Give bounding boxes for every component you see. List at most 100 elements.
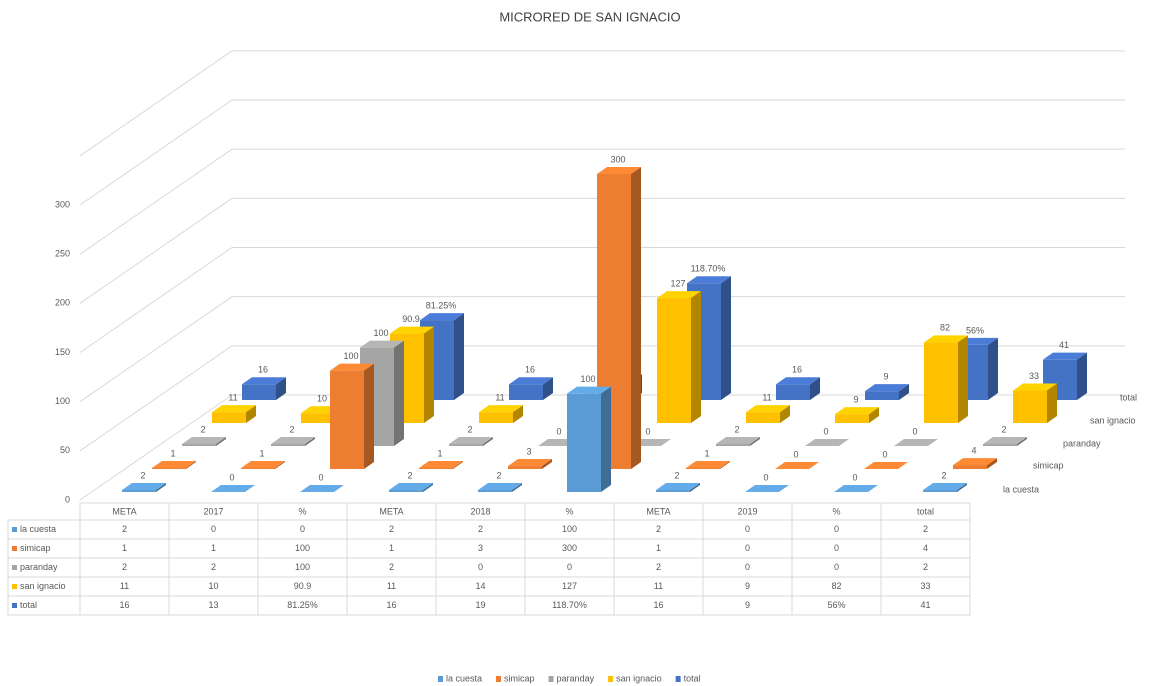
legend-swatch xyxy=(548,676,554,682)
bar-front xyxy=(835,414,869,423)
grid-line xyxy=(79,148,1125,255)
bar-top xyxy=(834,485,878,492)
table-header: 2017 xyxy=(203,506,223,516)
data-label: 11 xyxy=(762,393,771,403)
table-value: 2 xyxy=(122,562,127,572)
table-key xyxy=(12,584,17,589)
bar-front xyxy=(983,444,1017,446)
table-row-label: paranday xyxy=(20,562,58,572)
legend-label: la cuesta xyxy=(446,673,482,683)
bar xyxy=(271,437,315,446)
bar-top xyxy=(745,485,789,492)
bar-side xyxy=(186,461,196,469)
bar xyxy=(479,405,523,423)
bar xyxy=(478,483,522,492)
y-tick-label: 0 xyxy=(65,494,70,504)
bar-top xyxy=(865,384,909,392)
data-label: 2 xyxy=(467,424,472,434)
bar xyxy=(389,483,433,492)
bar-side xyxy=(810,377,820,400)
grid-line xyxy=(79,247,1125,353)
bar xyxy=(330,363,374,469)
legend-label: simicap xyxy=(504,673,535,683)
table-value: 1 xyxy=(211,543,216,553)
data-label: 2 xyxy=(289,424,294,434)
bar-side xyxy=(394,340,404,446)
bar xyxy=(419,461,463,469)
data-label: 0 xyxy=(556,426,561,436)
bar xyxy=(508,459,552,469)
data-label: 0 xyxy=(852,472,857,482)
bar-top xyxy=(300,485,344,492)
table-value: 11 xyxy=(387,581,396,591)
bar-side xyxy=(987,458,997,469)
table-value: 2 xyxy=(923,524,928,534)
bar-top xyxy=(983,437,1027,445)
bar-side xyxy=(454,313,464,400)
depth-axis-label: la cuesta xyxy=(1003,484,1039,494)
data-label: 10 xyxy=(317,394,327,404)
bar xyxy=(924,335,968,423)
table-value: 11 xyxy=(654,581,663,591)
bar xyxy=(211,485,255,492)
legend-label: total xyxy=(684,673,701,683)
bar xyxy=(746,405,790,423)
data-label: 33 xyxy=(1029,371,1039,381)
bar-side xyxy=(988,337,998,400)
bar-front xyxy=(509,384,543,400)
y-tick-label: 50 xyxy=(60,445,70,455)
bar-top xyxy=(686,461,730,469)
data-label: 56% xyxy=(966,325,984,335)
bar-front xyxy=(953,465,987,469)
data-label: 1 xyxy=(259,448,264,458)
bar-top xyxy=(182,437,226,445)
table-value: 127 xyxy=(562,581,577,591)
table-value: 2 xyxy=(389,524,394,534)
table-key xyxy=(12,546,17,551)
data-label: 1 xyxy=(704,448,709,458)
bar-front xyxy=(212,412,246,423)
bar-top xyxy=(835,407,879,415)
table-value: 11 xyxy=(120,581,129,591)
bar-front xyxy=(152,468,186,469)
bar-top xyxy=(1013,383,1057,391)
bar-front xyxy=(716,444,750,446)
data-label: 118.70% xyxy=(691,264,726,274)
data-label: 90.9 xyxy=(402,314,420,324)
table-value: 0 xyxy=(745,524,750,534)
bar-side xyxy=(750,437,760,446)
legend-swatch xyxy=(608,676,614,682)
bar xyxy=(1013,383,1057,423)
table-value: 0 xyxy=(834,543,839,553)
bar xyxy=(182,437,226,446)
y-tick-label: 150 xyxy=(55,347,70,357)
bar-side xyxy=(423,483,433,492)
bar-top xyxy=(923,483,967,491)
data-label: 2 xyxy=(1001,424,1006,434)
bar-front xyxy=(241,468,275,469)
table-value: 19 xyxy=(475,600,485,610)
bar-front xyxy=(271,444,305,446)
table-value: 56% xyxy=(827,600,845,610)
table-header: META xyxy=(112,506,136,516)
table-value: 90.9 xyxy=(294,581,312,591)
data-label: 2 xyxy=(140,470,145,480)
bar-top xyxy=(953,458,997,466)
bar-top xyxy=(746,405,790,413)
table-value: 3 xyxy=(478,543,483,553)
bar-top xyxy=(597,167,641,174)
bar-top xyxy=(894,439,938,446)
table-header: % xyxy=(298,506,306,516)
data-label: 0 xyxy=(912,426,917,436)
grid-side xyxy=(79,296,233,403)
data-label: 2 xyxy=(674,470,679,480)
bar-side xyxy=(275,461,285,469)
grid-side xyxy=(79,247,233,353)
bar-top xyxy=(330,363,374,371)
bar-top xyxy=(419,461,463,469)
table-value: 1 xyxy=(122,543,127,553)
bar-top xyxy=(479,405,523,413)
legend-label: paranday xyxy=(557,673,595,683)
legend: la cuesta simicap paranday san ignacio total xyxy=(438,673,701,683)
